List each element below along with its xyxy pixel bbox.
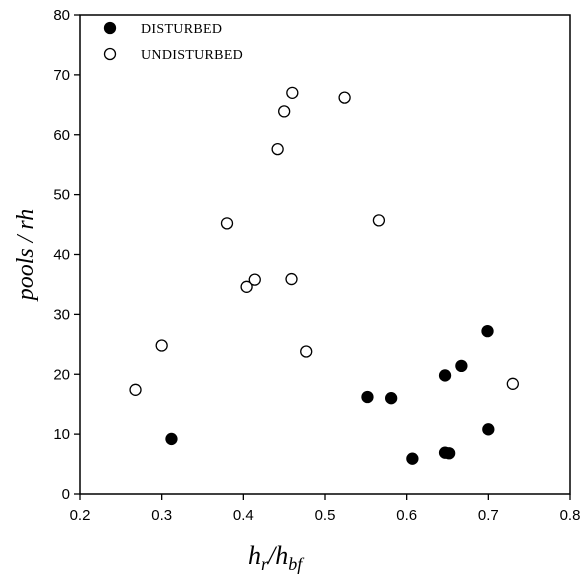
undisturbed-point [240, 280, 253, 293]
undisturbed-point [338, 91, 351, 104]
y-tick-label: 80 [53, 7, 70, 24]
y-tick-label: 70 [53, 67, 70, 84]
disturbed-point [438, 369, 452, 382]
legend: DISTURBED UNDISTURBED [103, 21, 243, 63]
y-tick-label: 20 [53, 366, 70, 383]
undisturbed-point [372, 214, 386, 227]
x-tick-label: 0.7 [478, 507, 499, 524]
y-tick-label: 0 [62, 486, 70, 503]
undisturbed-point [129, 383, 142, 396]
undisturbed-point [220, 217, 234, 230]
legend-marker [103, 47, 117, 61]
x-tick-label: 0.3 [151, 507, 172, 524]
x-tick-label: 0.8 [560, 507, 581, 524]
undisturbed-point [286, 86, 299, 99]
disturbed-point [482, 423, 495, 436]
legend-label: UNDISTURBED [141, 48, 243, 63]
x-axis-title-base2: h [275, 541, 288, 570]
x-axis-title-base: h [248, 541, 261, 570]
x-tick-label: 0.6 [396, 507, 417, 524]
legend-marker [103, 21, 117, 35]
disturbed-point [442, 447, 456, 460]
x-axis-title-sub: r [261, 554, 269, 574]
undisturbed-point [300, 345, 313, 358]
legend-label: DISTURBED [141, 22, 222, 37]
undisturbed-point [271, 142, 284, 156]
y-tick-label: 50 [53, 187, 70, 204]
undisturbed-point [285, 272, 298, 286]
x-axis-title-sub2: bf [288, 554, 305, 574]
y-tick-label: 30 [53, 306, 70, 323]
disturbed-point [455, 359, 468, 373]
disturbed-point [384, 392, 398, 405]
y-axis-title: pools / rh [13, 209, 39, 303]
x-tick-label: 0.5 [315, 507, 336, 524]
disturbed-point [361, 390, 374, 404]
plot-frame [79, 14, 571, 495]
disturbed-point [406, 452, 419, 465]
undisturbed-point [248, 273, 261, 286]
x-axis-title-sep: / [266, 541, 278, 570]
y-tick-label: 40 [53, 247, 70, 264]
data-points [129, 86, 519, 465]
y-tick-label: 60 [53, 127, 70, 144]
disturbed-point [481, 324, 494, 338]
axis-ticks: 0.2 0.3 0.4 0.5 0.6 0.7 0.8 0 10 20 30 40 50 60 70 80 [53, 7, 580, 524]
disturbed-point [165, 432, 178, 446]
undisturbed-point [278, 105, 291, 118]
undisturbed-point [506, 377, 519, 390]
x-tick-label: 0.2 [70, 507, 91, 524]
x-axis-title: hr/hbf [248, 541, 305, 574]
y-tick-label: 10 [53, 426, 70, 443]
x-tick-label: 0.4 [233, 507, 254, 524]
undisturbed-point [155, 339, 168, 352]
